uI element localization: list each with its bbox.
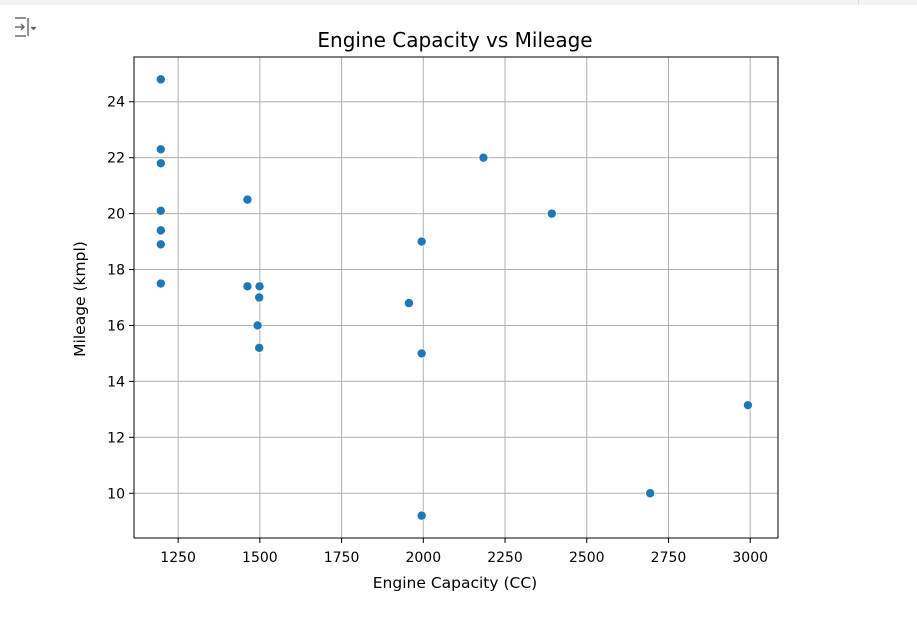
header-divider (858, 0, 859, 5)
scatter-point (478, 152, 489, 163)
y-axis-label: Mileage (kmpl) (71, 241, 89, 357)
y-tick-label: 14 (107, 374, 125, 390)
scatter-point (254, 342, 265, 353)
scatter-point (155, 205, 166, 216)
scatter-point (416, 510, 427, 521)
scatter-point (242, 194, 253, 205)
scatter-point (242, 281, 253, 292)
x-tick-label: 1250 (160, 550, 196, 566)
output-collapse-icon[interactable] (12, 16, 38, 40)
scatter-point (254, 281, 265, 292)
y-tick-label: 22 (107, 151, 125, 167)
x-tick-label: 2000 (405, 550, 441, 566)
scatter-point (155, 225, 166, 236)
axis-ticks: 1250 1500 1750 2000 2250 2500 2750 3000 10 12 14 16… (107, 95, 768, 566)
scatter-point (546, 208, 557, 219)
scatter-point (155, 74, 166, 85)
y-tick-label: 12 (107, 430, 125, 446)
scatter-point (416, 348, 427, 359)
scatter-point (155, 158, 166, 169)
x-tick-label: 2250 (487, 550, 523, 566)
y-tick-label: 16 (107, 318, 125, 334)
x-tick-label: 1500 (242, 550, 278, 566)
y-tick-label: 18 (107, 263, 125, 279)
scatter-point (742, 400, 753, 411)
cell-output-header (0, 0, 917, 5)
x-tick-label: 2500 (569, 550, 605, 566)
scatter-point (155, 144, 166, 155)
scatter-point (155, 278, 166, 289)
scatter-point (254, 292, 265, 303)
scatter-point (645, 488, 656, 499)
scatter-point (416, 236, 427, 247)
scatter-point (252, 320, 263, 331)
y-tick-label: 20 (107, 207, 125, 223)
x-tick-label: 2750 (651, 550, 687, 566)
grid-lines (134, 57, 778, 538)
scatter-point (403, 298, 414, 309)
x-tick-label: 3000 (732, 550, 768, 566)
y-tick-label: 10 (107, 486, 125, 502)
data-points (155, 74, 753, 521)
x-tick-label: 1750 (324, 550, 360, 566)
plot-frame (133, 56, 779, 539)
scatter-point (155, 239, 166, 250)
chart-title: Engine Capacity vs Mileage (317, 28, 592, 52)
y-tick-label: 24 (107, 95, 125, 111)
x-axis-label: Engine Capacity (CC) (373, 574, 537, 592)
